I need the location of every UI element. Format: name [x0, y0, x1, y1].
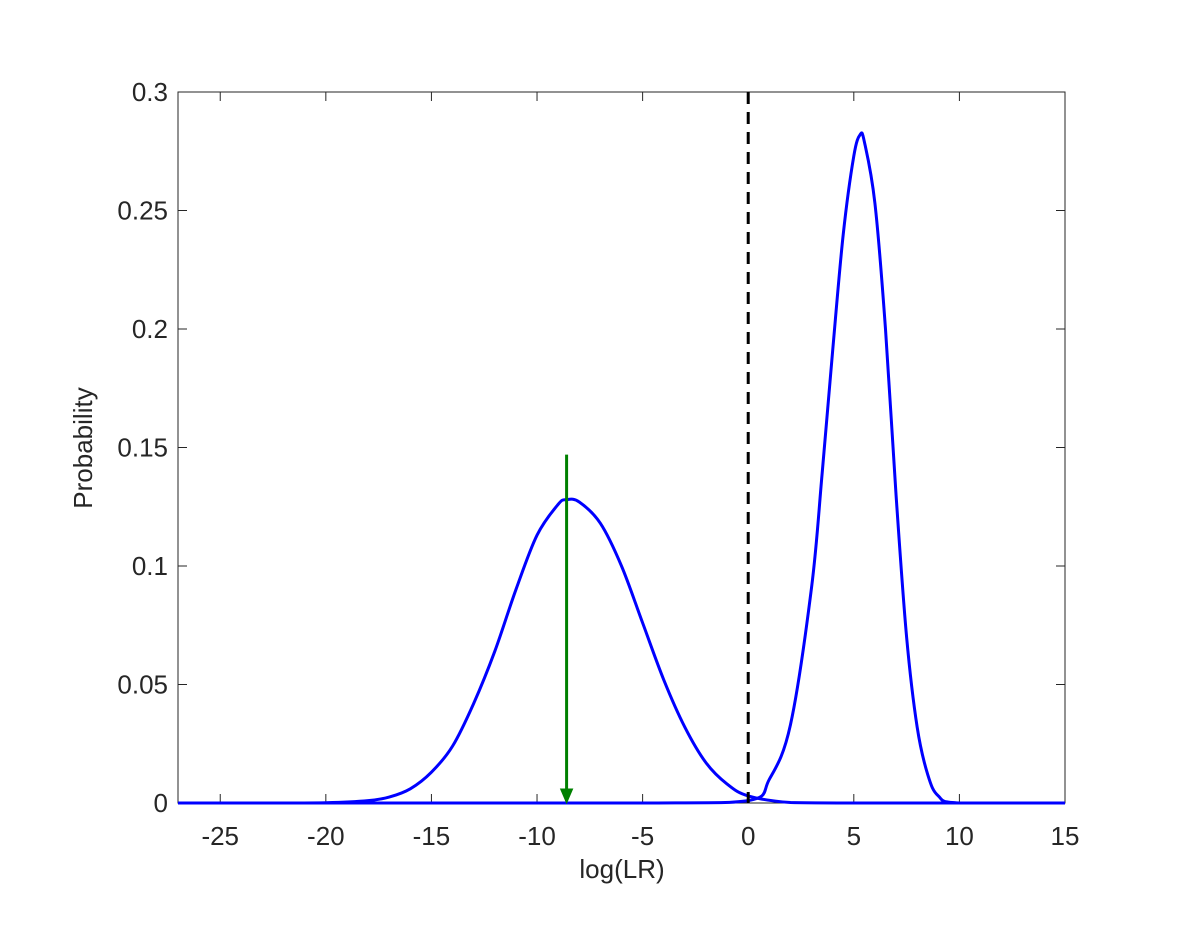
arrow-head — [559, 788, 574, 805]
y-tick-label: 0.3 — [132, 77, 168, 107]
plot-frame — [177, 91, 1066, 804]
x-tick-label: 15 — [1051, 821, 1080, 851]
y-tick-label: 0 — [154, 788, 168, 818]
axes-box — [177, 91, 1066, 804]
x-tick-label: 0 — [741, 821, 755, 851]
x-tick-label: 5 — [847, 821, 861, 851]
x-axis-label: log(LR) — [579, 854, 664, 884]
x-tick-label: -20 — [307, 821, 345, 851]
y-tick-label: 0.1 — [132, 551, 168, 581]
x-tick-label: -25 — [201, 821, 239, 851]
x-tick-label: 10 — [945, 821, 974, 851]
series-line-1 — [178, 497, 1065, 805]
y-axis-ticks: 0 0.05 0.1 0.15 0.2 0.25 0.3 — [117, 77, 1065, 818]
series-line-2 — [178, 131, 1065, 805]
y-tick-label: 0.2 — [132, 314, 168, 344]
annotation-layer — [559, 92, 750, 805]
y-tick-label: 0.25 — [117, 196, 168, 226]
x-tick-label: -10 — [518, 821, 556, 851]
y-tick-label: 0.15 — [117, 433, 168, 463]
y-axis-label: Probability — [68, 387, 98, 508]
x-tick-label: -5 — [631, 821, 654, 851]
series-layer — [178, 131, 1065, 805]
x-tick-label: -15 — [413, 821, 451, 851]
x-axis-ticks: -25 -20 -15 -10 -5 0 5 10 15 — [201, 92, 1079, 851]
y-tick-label: 0.05 — [117, 670, 168, 700]
